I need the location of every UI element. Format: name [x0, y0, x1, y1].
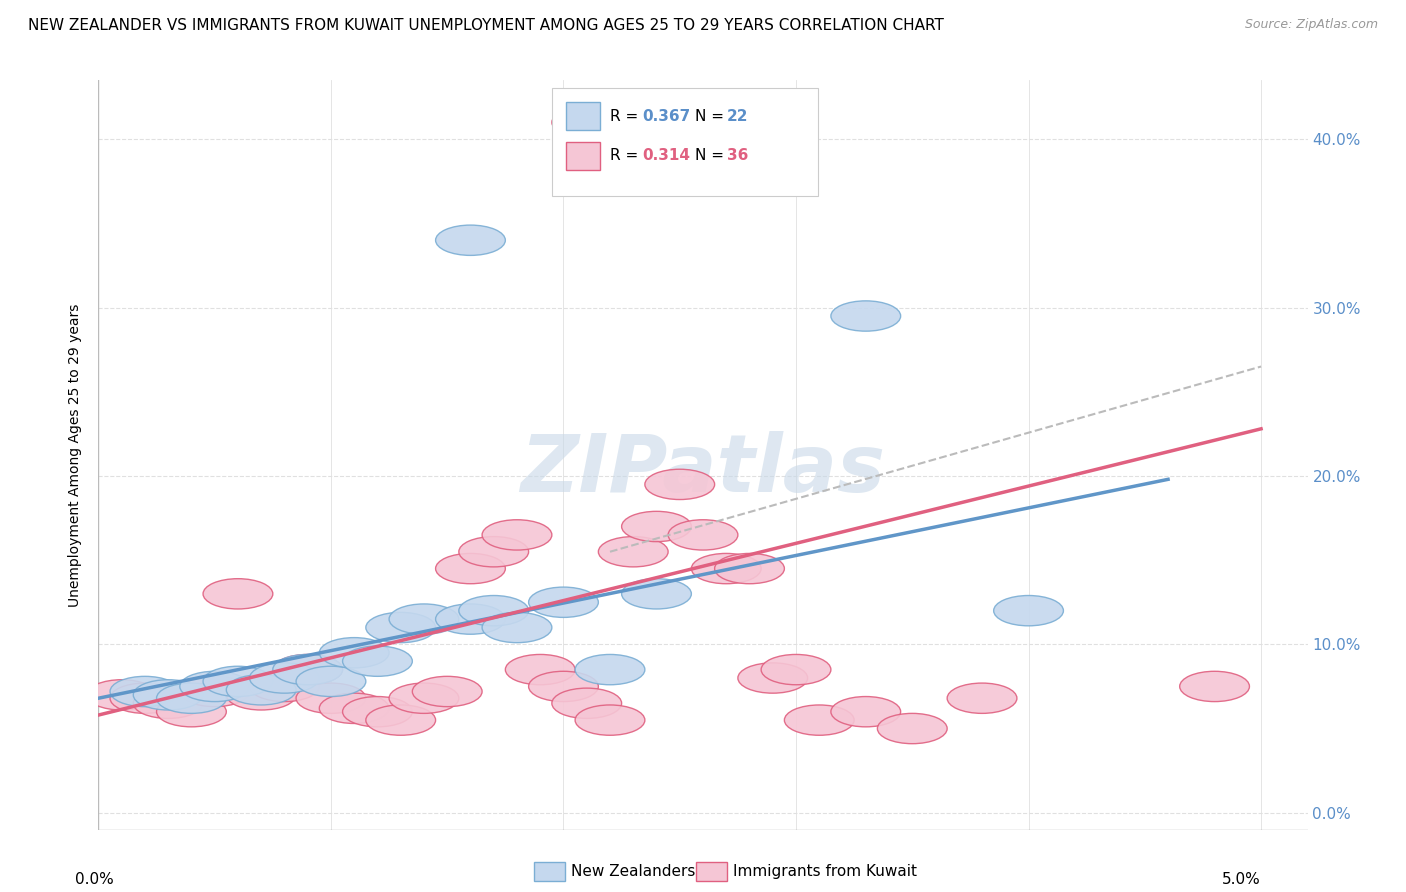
Ellipse shape	[226, 680, 297, 710]
Ellipse shape	[831, 301, 901, 331]
Ellipse shape	[202, 666, 273, 697]
Ellipse shape	[134, 688, 202, 718]
Ellipse shape	[297, 666, 366, 697]
Ellipse shape	[110, 683, 180, 714]
Ellipse shape	[458, 537, 529, 567]
Ellipse shape	[831, 697, 901, 727]
Ellipse shape	[412, 676, 482, 706]
FancyBboxPatch shape	[567, 102, 600, 130]
Text: N =: N =	[695, 148, 728, 163]
Text: R =: R =	[610, 109, 643, 124]
Ellipse shape	[785, 705, 855, 735]
Text: 36: 36	[727, 148, 748, 163]
Ellipse shape	[87, 680, 156, 710]
Ellipse shape	[529, 672, 599, 702]
Ellipse shape	[458, 596, 529, 626]
Ellipse shape	[343, 646, 412, 676]
Ellipse shape	[319, 638, 389, 668]
Ellipse shape	[551, 107, 621, 137]
Ellipse shape	[994, 596, 1063, 626]
Text: New Zealanders: New Zealanders	[571, 864, 695, 879]
Ellipse shape	[389, 604, 458, 634]
Ellipse shape	[180, 676, 250, 706]
Ellipse shape	[156, 683, 226, 714]
Ellipse shape	[621, 579, 692, 609]
Text: Source: ZipAtlas.com: Source: ZipAtlas.com	[1244, 18, 1378, 31]
Ellipse shape	[575, 655, 645, 685]
FancyBboxPatch shape	[551, 87, 818, 196]
Text: 0.0%: 0.0%	[75, 871, 114, 887]
Ellipse shape	[645, 469, 714, 500]
Ellipse shape	[389, 683, 458, 714]
Ellipse shape	[599, 537, 668, 567]
Ellipse shape	[319, 693, 389, 723]
Ellipse shape	[436, 604, 505, 634]
Ellipse shape	[692, 553, 761, 583]
Ellipse shape	[366, 705, 436, 735]
Ellipse shape	[202, 579, 273, 609]
Text: R =: R =	[610, 148, 643, 163]
Ellipse shape	[551, 688, 621, 718]
Ellipse shape	[529, 587, 599, 617]
Ellipse shape	[273, 655, 343, 685]
Ellipse shape	[180, 672, 250, 702]
Ellipse shape	[1180, 672, 1250, 702]
Ellipse shape	[436, 553, 505, 583]
Ellipse shape	[250, 663, 319, 693]
Text: ZIPatlas: ZIPatlas	[520, 431, 886, 509]
Text: Immigrants from Kuwait: Immigrants from Kuwait	[733, 864, 917, 879]
Text: 22: 22	[727, 109, 748, 124]
Ellipse shape	[110, 676, 180, 706]
Ellipse shape	[366, 612, 436, 642]
Ellipse shape	[948, 683, 1017, 714]
Ellipse shape	[156, 697, 226, 727]
Ellipse shape	[436, 225, 505, 255]
Ellipse shape	[482, 520, 551, 550]
Ellipse shape	[621, 511, 692, 541]
Ellipse shape	[226, 674, 297, 705]
Ellipse shape	[134, 680, 202, 710]
Text: NEW ZEALANDER VS IMMIGRANTS FROM KUWAIT UNEMPLOYMENT AMONG AGES 25 TO 29 YEARS C: NEW ZEALANDER VS IMMIGRANTS FROM KUWAIT …	[28, 18, 943, 33]
Y-axis label: Unemployment Among Ages 25 to 29 years: Unemployment Among Ages 25 to 29 years	[69, 303, 83, 607]
Ellipse shape	[575, 705, 645, 735]
Ellipse shape	[250, 672, 319, 702]
Text: N =: N =	[695, 109, 728, 124]
Ellipse shape	[877, 714, 948, 744]
Ellipse shape	[505, 655, 575, 685]
Ellipse shape	[297, 683, 366, 714]
Ellipse shape	[668, 520, 738, 550]
Ellipse shape	[482, 612, 551, 642]
Ellipse shape	[714, 553, 785, 583]
Ellipse shape	[738, 663, 807, 693]
Ellipse shape	[343, 697, 412, 727]
Text: 0.367: 0.367	[643, 109, 690, 124]
Ellipse shape	[273, 655, 343, 685]
FancyBboxPatch shape	[567, 142, 600, 170]
Ellipse shape	[761, 655, 831, 685]
Text: 0.314: 0.314	[643, 148, 690, 163]
Text: 5.0%: 5.0%	[1222, 871, 1261, 887]
